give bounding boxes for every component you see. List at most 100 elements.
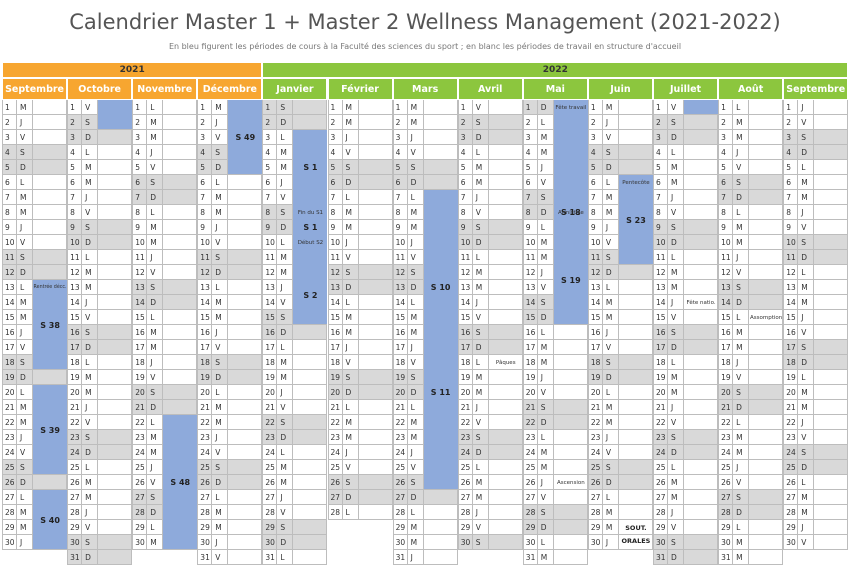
day-number: 19 — [392, 370, 408, 385]
day-number: 24 — [522, 445, 538, 460]
weekday-letter: J — [212, 325, 229, 340]
weekday-letter: D — [798, 145, 815, 160]
day-cell — [488, 535, 523, 550]
weekday-letter: M — [407, 205, 424, 220]
day-number: 15 — [587, 310, 603, 325]
weekday-letter: D — [537, 310, 554, 325]
day-cell — [358, 190, 393, 205]
weekday-letter: M — [82, 385, 99, 400]
day-number: 21 — [587, 400, 603, 415]
day-cell — [293, 430, 328, 445]
day-number: 26 — [587, 475, 603, 490]
day-cell — [293, 385, 328, 400]
day-cell — [618, 415, 653, 430]
day-cell — [33, 115, 68, 130]
day-cell — [293, 370, 328, 385]
weekday-letter: S — [342, 265, 359, 280]
day-number: 27 — [392, 490, 408, 505]
weekday-letter: J — [82, 295, 99, 310]
day-number: 18 — [653, 355, 668, 370]
day-number: 3 — [392, 130, 408, 145]
day-note: Assomption — [750, 314, 783, 321]
day-number: 5 — [522, 160, 538, 175]
weekday-letter: S — [277, 100, 294, 115]
day-cell — [814, 280, 849, 295]
weekday-letter: S — [407, 475, 424, 490]
day-cell — [423, 535, 458, 550]
day-number: 30 — [132, 535, 148, 550]
day-number: 25 — [327, 460, 343, 475]
day-note: Fête travail — [555, 104, 587, 111]
day-number: 15 — [718, 310, 734, 325]
day-cell — [553, 535, 588, 550]
day-number: 30 — [262, 535, 278, 550]
weekday-letter: M — [212, 310, 229, 325]
weekday-letter: V — [733, 475, 750, 490]
weekday-letter: J — [537, 160, 554, 175]
weekday-letter: L — [407, 400, 424, 415]
day-cell — [814, 490, 849, 505]
day-number: 4 — [522, 145, 538, 160]
day-cell — [618, 505, 653, 520]
day-number: 19 — [522, 370, 538, 385]
day-number: 25 — [2, 460, 17, 475]
day-number: 17 — [132, 340, 148, 355]
day-number: 24 — [392, 445, 408, 460]
day-cell — [358, 325, 393, 340]
course-period — [293, 130, 328, 325]
day-cell — [163, 385, 198, 400]
day-note: Rentrée décc. — [33, 285, 67, 290]
weekday-letter: M — [537, 550, 554, 565]
weekday-letter: M — [733, 325, 750, 340]
day-cell — [423, 520, 458, 535]
weekday-letter: J — [17, 535, 33, 550]
day-cell — [33, 100, 68, 115]
weekday-letter: S — [147, 385, 164, 400]
weekday-letter: V — [212, 550, 229, 565]
day-number: 2 — [522, 115, 538, 130]
day-cell — [684, 220, 719, 235]
weekday-letter: M — [798, 190, 815, 205]
weekday-letter: L — [602, 280, 619, 295]
day-cell — [684, 385, 719, 400]
day-number: 28 — [457, 505, 473, 520]
day-number: 5 — [262, 160, 278, 175]
day-cell — [293, 550, 328, 565]
day-cell — [749, 460, 784, 475]
day-cell — [749, 175, 784, 190]
day-number: 9 — [653, 220, 668, 235]
day-number: 13 — [2, 280, 17, 295]
weekday-letter: M — [407, 100, 424, 115]
day-cell — [33, 475, 68, 490]
day-cell — [553, 430, 588, 445]
weekday-letter: V — [602, 130, 619, 145]
year-band: 2021 — [2, 62, 263, 78]
day-number: 2 — [653, 115, 668, 130]
weekday-letter: J — [17, 220, 33, 235]
day-number: 16 — [718, 325, 734, 340]
day-number: 20 — [67, 385, 83, 400]
weekday-letter: J — [798, 415, 815, 430]
day-cell — [423, 550, 458, 565]
day-number: 10 — [718, 235, 734, 250]
day-number: 4 — [262, 145, 278, 160]
day-cell — [553, 475, 588, 490]
weekday-letter: M — [798, 295, 815, 310]
weekday-letter: L — [602, 490, 619, 505]
weekday-letter: L — [733, 100, 750, 115]
day-cell — [814, 175, 849, 190]
day-number: 17 — [457, 340, 473, 355]
day-number: 20 — [653, 385, 668, 400]
day-number: 30 — [653, 535, 668, 550]
day-number: 11 — [327, 250, 343, 265]
weekday-letter: M — [733, 115, 750, 130]
day-cell — [618, 460, 653, 475]
day-number: 15 — [392, 310, 408, 325]
day-cell — [488, 205, 523, 220]
weekday-letter: D — [668, 130, 684, 145]
day-number: 7 — [522, 190, 538, 205]
day-number: 23 — [197, 430, 213, 445]
weekday-letter: J — [342, 445, 359, 460]
day-cell — [814, 190, 849, 205]
day-cell — [618, 265, 653, 280]
